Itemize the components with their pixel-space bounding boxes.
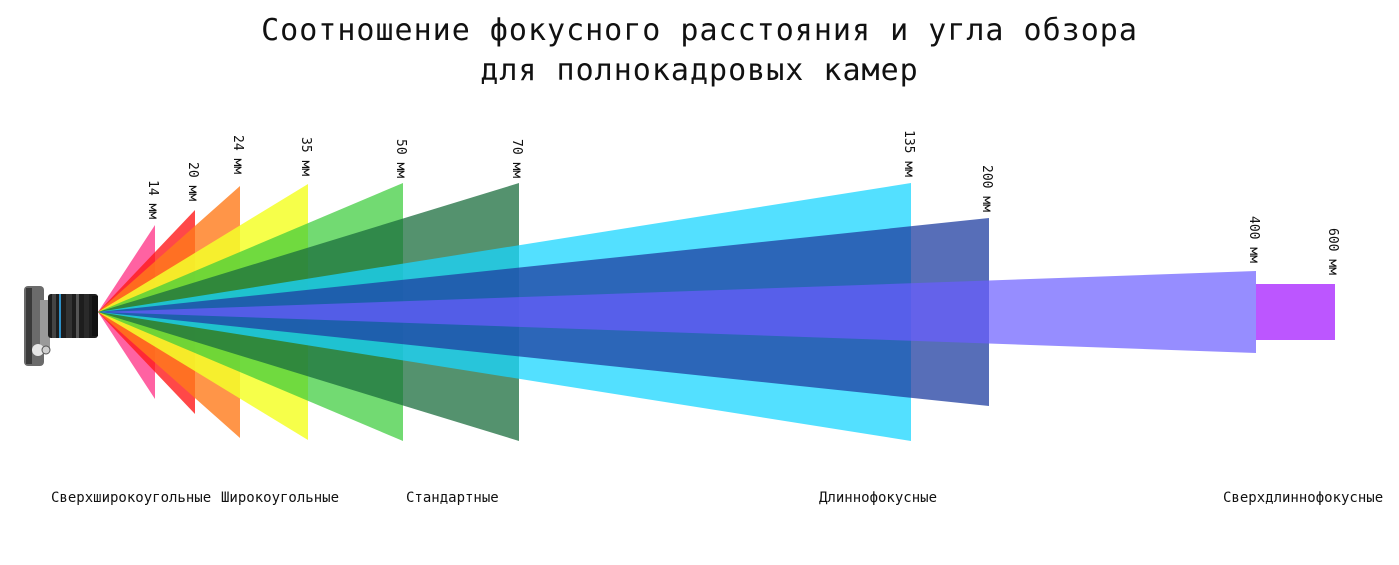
focal-label-14mm: 14 мм — [145, 180, 160, 219]
diagram-title-line1: Соотношение фокусного расстояния и угла … — [261, 13, 1138, 48]
category-wide: Широкоугольные — [221, 490, 340, 506]
category-super-tele: Сверхдлиннофокусные — [1223, 490, 1384, 506]
focal-label-35mm: 35 мм — [298, 137, 313, 176]
focal-label-70mm: 70 мм — [509, 139, 524, 178]
category-telephoto: Длиннофокусные — [819, 490, 938, 506]
camera-icon — [22, 280, 102, 374]
category-standard: Стандартные — [406, 490, 499, 506]
category-ultra-wide: Сверхширокоугольные — [51, 490, 212, 506]
focal-label-50mm: 50 мм — [393, 139, 408, 178]
fov-beam-400mm — [98, 271, 1256, 353]
fov-beams — [98, 183, 1335, 441]
focal-label-20mm: 20 мм — [185, 162, 200, 201]
focal-label-600mm: 600 мм — [1325, 228, 1340, 275]
fov-beam-600mm — [1256, 284, 1335, 340]
focal-label-135mm: 135 мм — [901, 130, 916, 177]
focal-label-24mm: 24 мм — [230, 135, 245, 174]
diagram-title-line2: для полнокадровых камер — [480, 53, 919, 88]
focal-label-200mm: 200 мм — [979, 165, 994, 212]
focal-label-400mm: 400 мм — [1246, 216, 1261, 263]
fov-labels: 14 мм 20 мм 24 мм 35 мм 50 мм 70 мм 135 мм 200 … — [145, 130, 1340, 275]
